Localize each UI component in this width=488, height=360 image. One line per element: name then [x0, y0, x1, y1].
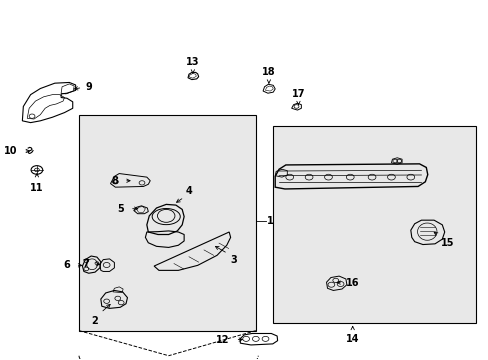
Text: 2: 2: [91, 316, 98, 326]
Text: 7: 7: [82, 259, 88, 269]
Text: 9: 9: [85, 82, 92, 92]
Text: 12: 12: [215, 334, 229, 345]
Text: 10: 10: [3, 146, 17, 156]
Text: 8: 8: [111, 176, 118, 186]
Bar: [272, 126, 475, 323]
Text: 15: 15: [441, 238, 454, 248]
Text: 17: 17: [291, 89, 305, 99]
Text: 5: 5: [117, 204, 123, 214]
Text: 13: 13: [186, 57, 199, 67]
Text: 18: 18: [262, 67, 275, 77]
Text: 14: 14: [345, 334, 359, 344]
Text: 11: 11: [30, 183, 43, 193]
Text: 3: 3: [230, 255, 237, 265]
Text: 16: 16: [345, 278, 359, 288]
Text: 1: 1: [266, 216, 273, 226]
Text: 6: 6: [63, 260, 70, 270]
Text: 4: 4: [186, 186, 192, 196]
Bar: [79, 116, 255, 330]
